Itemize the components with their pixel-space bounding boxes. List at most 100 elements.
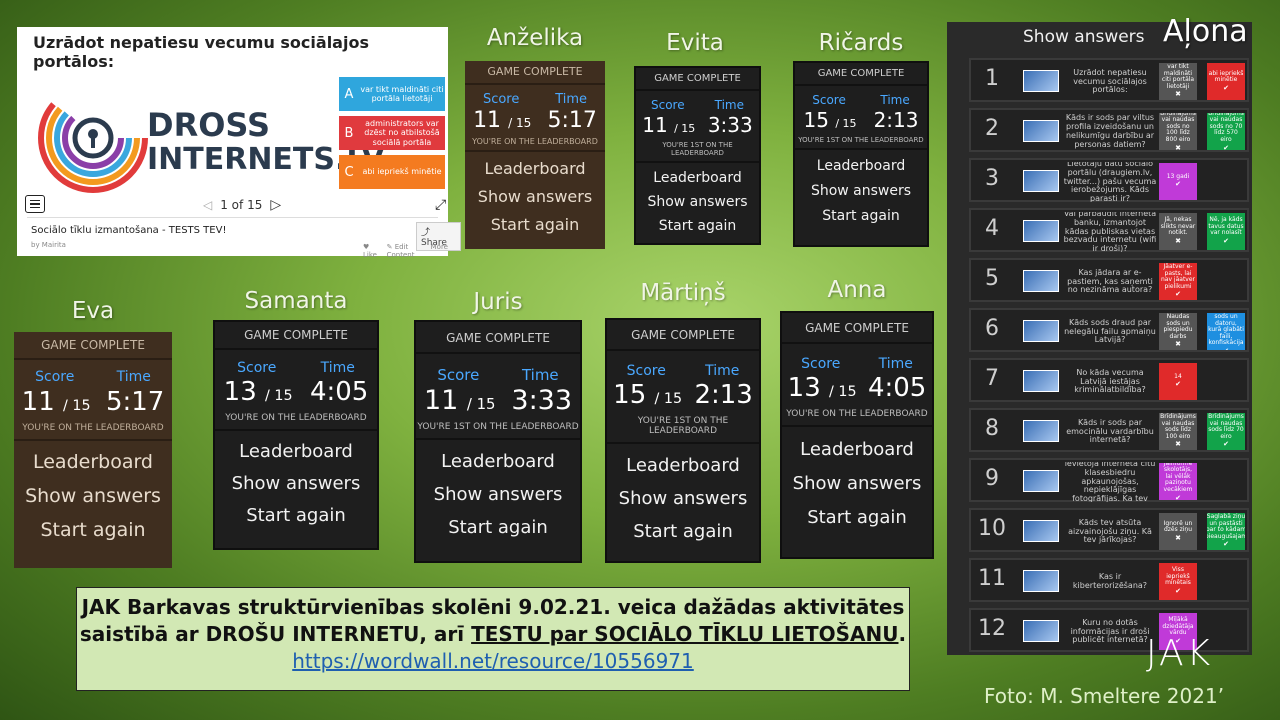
answer-option-c[interactable]: C abi iepriekš minētie [339, 155, 445, 189]
start-again-button[interactable]: Start again [246, 505, 346, 526]
score-label: Score [626, 363, 666, 379]
option-letter: A [344, 86, 354, 102]
meta-actions: ♥ Like ✎ Edit Content More [363, 243, 448, 259]
score-label: Score [437, 366, 480, 384]
game-complete-label: GAME COMPLETE [14, 332, 172, 360]
edit-link[interactable]: ✎ Edit Content [386, 243, 415, 259]
row-number: 2 [985, 116, 999, 141]
show-answers-button[interactable]: Show answers [433, 484, 563, 505]
score-value: 11 / 15 [21, 387, 91, 417]
answer-chip: var tikt maldināti citi portāla lietotāj… [1159, 63, 1197, 100]
time-label: Time [555, 92, 588, 107]
leaderboard-button[interactable]: Leaderboard [626, 455, 740, 476]
start-again-button[interactable]: Start again [658, 218, 737, 234]
menu-icon[interactable] [25, 195, 45, 213]
start-again-button[interactable]: Start again [822, 208, 900, 224]
row-question: Kas ir kiberterorizēšana? [1072, 572, 1148, 590]
show-answers-button[interactable]: Show answers [477, 187, 593, 206]
prev-icon[interactable]: ◁ [203, 198, 213, 212]
dross-logo-icon [38, 83, 148, 193]
start-again-button[interactable]: Start again [448, 517, 548, 538]
answer-row: 3 Lietotāju datu sociālo portālu (draugie… [969, 158, 1249, 202]
row-number: 10 [978, 516, 1006, 541]
question-thumbnail-icon [1023, 70, 1059, 92]
start-again-button[interactable]: Start again [807, 507, 907, 528]
answer-mark-icon: ✔ [1175, 493, 1181, 500]
leaderboard-button[interactable]: Leaderboard [816, 158, 906, 174]
result-card: GAME COMPLETE Score Time 11 / 15 5:17 YOU'… [14, 332, 172, 568]
answer-option-a[interactable]: A var tikt maldināti citi portāla lietot… [339, 77, 445, 111]
row-question: No kāda vecuma Latvijā iestājas krimināl… [1074, 367, 1146, 395]
answer-row: 6 Kāds sods draud par nelegālu failu apma… [969, 308, 1249, 352]
time-label: Time [880, 93, 910, 107]
option-letter: C [344, 164, 354, 180]
fullscreen-icon[interactable]: ⤢ [435, 197, 447, 213]
question-thumbnail-icon [1023, 620, 1059, 642]
answer-chip: Brīdinājums vai naudas sods līdz 70 eiro… [1207, 413, 1245, 450]
score-value: 11 / 15 [423, 385, 496, 416]
start-again-button[interactable]: Start again [490, 215, 580, 234]
resource-link[interactable]: https://wordwall.net/resource/10556971 [292, 649, 694, 673]
student-name: Evita [666, 30, 724, 56]
start-again-button[interactable]: Start again [40, 519, 146, 541]
question-thumbnail-icon [1023, 370, 1059, 392]
student-name: Eva [71, 298, 115, 324]
like-link[interactable]: ♥ Like [363, 243, 377, 259]
show-answers-button[interactable]: Show answers [792, 473, 922, 494]
question-thumbnail-icon [1023, 270, 1059, 292]
time-label: Time [320, 360, 355, 376]
student-name: Samanta [244, 288, 348, 314]
leaderboard-button[interactable]: Leaderboard [653, 170, 742, 186]
caption-box: JAK Barkavas struktūrvienības skolēni 9.… [76, 587, 910, 691]
start-again-button[interactable]: Start again [633, 521, 733, 542]
share-button[interactable]: ⤴ Share [416, 222, 461, 251]
score-label: Score [35, 369, 75, 385]
question-thumbnail-icon [1023, 520, 1059, 542]
time-label: Time [705, 363, 740, 379]
answer-row: 7 No kāda vecuma Latvijā iestājas kriminā… [969, 358, 1249, 402]
score-value: 13 / 15 [223, 377, 293, 407]
result-card: GAME COMPLETE Score Time 11 / 15 5:17 YOU'… [465, 61, 605, 249]
leaderboard-button[interactable]: Leaderboard [800, 439, 914, 460]
leaderboard-button[interactable]: Leaderboard [484, 159, 586, 178]
show-answers-button[interactable]: Show answers [25, 485, 161, 507]
dross-quiz-widget: Uzrādot nepatiesu vecumu sociālajos port… [17, 27, 461, 259]
leaderboard-button[interactable]: Leaderboard [32, 451, 153, 473]
leaderboard-button[interactable]: Leaderboard [239, 441, 353, 462]
row-number: 4 [985, 216, 999, 241]
author: by Mairita [31, 241, 66, 249]
answer-option-b[interactable]: B administrators var dzēst no atbilstošā… [339, 116, 445, 150]
show-answers-button[interactable]: Show answers [810, 183, 912, 199]
panel-title: Show answers [1023, 27, 1145, 47]
score-label: Score [801, 356, 841, 372]
next-icon[interactable]: ▷ [270, 197, 282, 213]
answer-mark-icon: ✔ [1223, 143, 1229, 150]
show-answers-button[interactable]: Show answers [231, 473, 361, 494]
answer-chip: Naudas sods un datoru, kurā glabāti fail… [1207, 313, 1245, 350]
show-answers-panel: Show answers 1 Uzrādot nepatiesu vecumu s… [947, 22, 1252, 655]
leaderboard-button[interactable]: Leaderboard [441, 451, 555, 472]
answer-mark-icon: ✔ [1223, 347, 1229, 350]
answer-chip: Viss iepriekš minētais ✔ [1159, 563, 1197, 600]
time-value: 5:17 [547, 108, 597, 133]
answer-chip: Brīdinājums vai naudas sods līdz 100 eir… [1159, 413, 1197, 450]
student-name: Anželika [486, 25, 584, 51]
answer-chip: Naudas sods un piespiedu darbs ✖ [1159, 313, 1197, 350]
time-value: 3:33 [707, 113, 753, 137]
row-question: Lietotāju datu sociālo portālu (draugiem… [1063, 162, 1157, 202]
show-answers-button[interactable]: Show answers [647, 194, 748, 210]
answer-row: 11 Kas ir kiberterorizēšana? Viss iepriekš… [969, 558, 1249, 602]
option-text: var tikt maldināti citi portāla lietotāj… [360, 84, 444, 103]
row-question: Kāds sods draud par nelegālu failu apmai… [1064, 317, 1156, 345]
student-name: Aļona [1163, 14, 1248, 49]
more-link[interactable]: More [430, 243, 448, 251]
answer-mark-icon: ✖ [1175, 90, 1181, 99]
student-name: Mārtiņš [640, 280, 726, 306]
answer-mark-icon: ✖ [1175, 237, 1181, 246]
show-answers-button[interactable]: Show answers [618, 488, 748, 509]
time-label: Time [521, 366, 559, 384]
page-indicator: 1 of 15 [220, 198, 263, 212]
leaderboard-message: YOU'RE ON THE LEADERBOARD [215, 407, 377, 431]
score-value: 11 / 15 [473, 108, 532, 133]
result-card: GAME COMPLETE Score Time 15 / 15 2:13 YOU'… [605, 318, 761, 563]
